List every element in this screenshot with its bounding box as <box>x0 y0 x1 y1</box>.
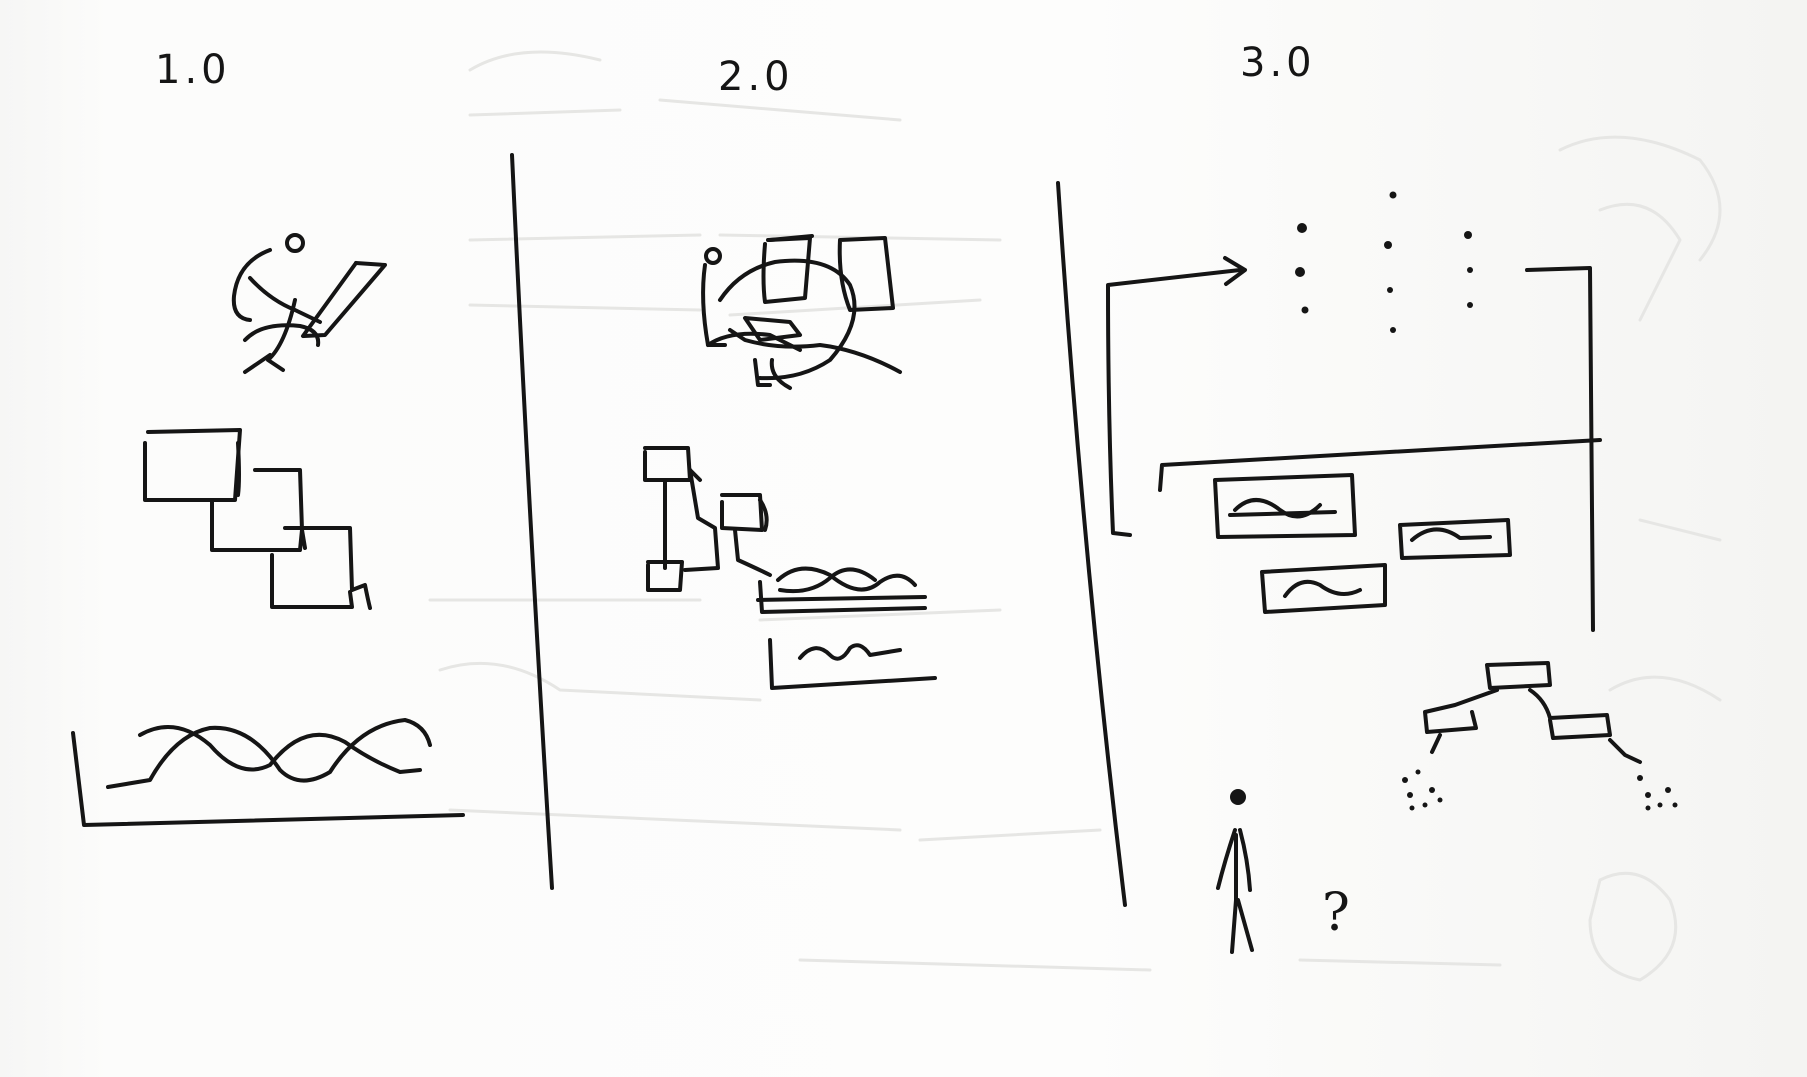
head <box>285 233 305 253</box>
panel-label-3: 3.0 <box>1240 40 1316 86</box>
chart-windows-3 <box>1213 473 1512 614</box>
panel-label-2: 2.0 <box>718 54 794 100</box>
hierarchy-3 <box>1402 661 1678 811</box>
panel-1 <box>71 233 465 827</box>
panel-divider-2 <box>1056 181 1127 907</box>
panel-label-1: 1.0 <box>155 47 231 93</box>
question-mark: ? <box>1322 883 1350 943</box>
small-charts-2 <box>756 566 937 690</box>
panel-2 <box>643 234 937 690</box>
head <box>1230 789 1246 805</box>
dot-grid-3 <box>1295 191 1473 333</box>
arrow-3 <box>1106 256 1247 537</box>
line-chart-1 <box>71 718 465 827</box>
stick-figure-3 <box>1216 789 1254 954</box>
large-frame-3 <box>1158 266 1602 632</box>
head <box>704 247 722 265</box>
panel-divider-1 <box>510 153 554 890</box>
bleed-through-marks <box>428 50 1722 982</box>
cascading-windows-1 <box>143 428 372 610</box>
panel-3: ? <box>1106 191 1678 954</box>
tree-diagram-2 <box>643 446 772 592</box>
person-at-tablet-1 <box>231 233 387 374</box>
person-with-windows-2 <box>701 234 902 390</box>
